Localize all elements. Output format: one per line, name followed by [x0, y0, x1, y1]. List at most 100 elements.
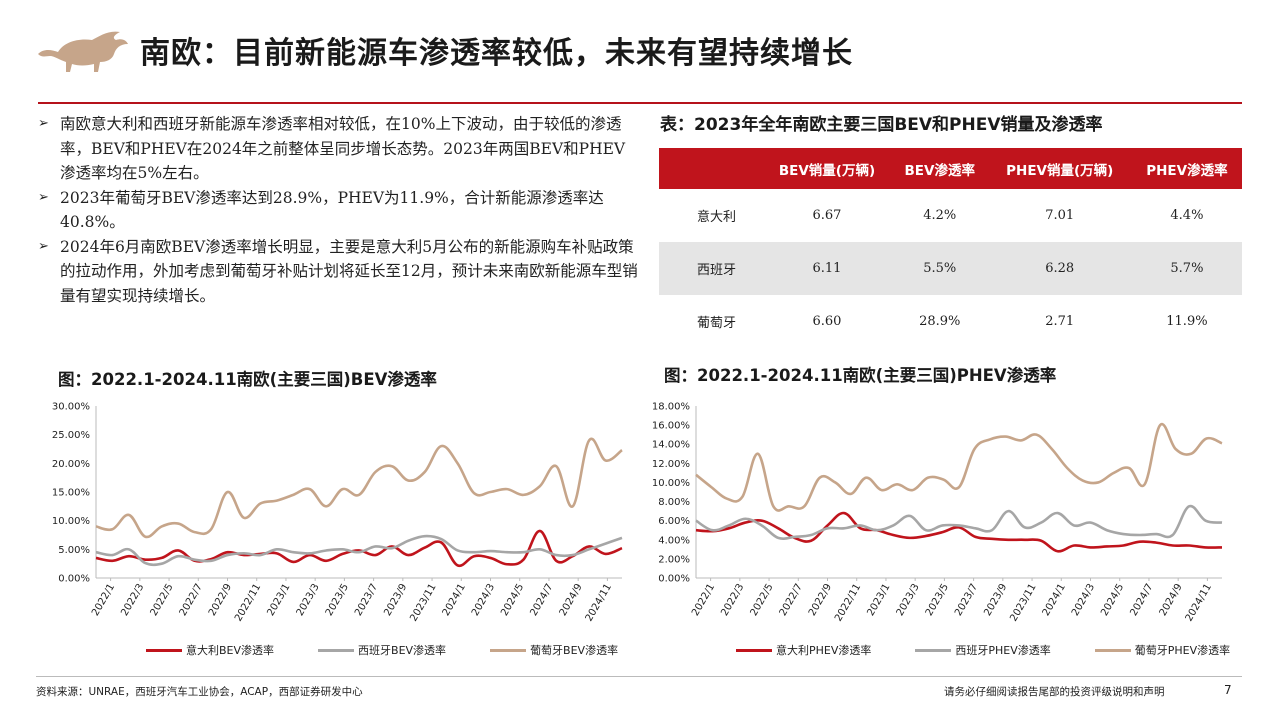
x-tick-label: 2023/7: [353, 582, 380, 618]
legend-swatch: [490, 648, 527, 652]
x-tick-label: 2024/3: [470, 582, 497, 618]
table-cell: 西班牙: [659, 242, 763, 295]
x-tick-label: 2023/1: [865, 582, 892, 618]
bullet-item: ➢ 2024年6月南欧BEV渗透率增长明显，主要是意大利5月公布的新能源购车补贴…: [38, 235, 638, 309]
x-tick-label: 2024/9: [558, 582, 585, 618]
bev-penetration-chart: 0.00% 5.00% 10.00% 15.00% 20.00% 25.00% 30.00%…: [52, 402, 623, 623]
legend-label: 葡萄牙PHEV渗透率: [1134, 644, 1231, 657]
y-tick-label: 25.00%: [52, 430, 90, 441]
table-title: 表：2023年全年南欧主要三国BEV和PHEV销量及渗透率: [660, 115, 1103, 135]
x-tick-label: 2024/1: [1041, 582, 1068, 618]
legend-swatch: [1094, 648, 1131, 652]
y-tick-label: 6.00%: [658, 516, 690, 527]
y-tick-label: 16.00%: [652, 421, 690, 432]
table-cell: 28.9%: [919, 314, 961, 329]
table-cell: 11.9%: [1166, 314, 1208, 329]
bullet-list: ➢ 南欧意大利和西班牙新能源车渗透率相对较低，在10%上下波动，由于较低的渗透率…: [38, 112, 638, 308]
x-tick-label: 2022/11: [833, 582, 863, 623]
bullet-item: ➢ 南欧意大利和西班牙新能源车渗透率相对较低，在10%上下波动，由于较低的渗透率…: [38, 112, 638, 186]
series-line: [95, 437, 623, 539]
legend-label: 意大利PHEV渗透率: [776, 644, 872, 657]
x-tick-label: 2022/1: [90, 582, 117, 618]
table-cell: 6.60: [812, 314, 842, 329]
x-tick-label: 2024/5: [1099, 582, 1126, 618]
x-tick-label: 2024/3: [1070, 582, 1097, 618]
x-tick-label: 2024/7: [528, 582, 555, 618]
series-line: [695, 511, 1223, 553]
x-tick-label: 2022/5: [749, 582, 776, 618]
series-line: [695, 422, 1223, 512]
x-tick-label: 2023/3: [895, 582, 922, 618]
y-tick-label: 2.00%: [658, 554, 690, 565]
bullet-arrow-icon: ➢: [38, 189, 49, 205]
legend-item: 葡萄牙BEV渗透率: [490, 642, 618, 658]
x-tick-label: 2022/3: [719, 582, 746, 618]
legend-swatch: [318, 648, 355, 652]
table-header-cell: [659, 148, 763, 189]
phev-legend: 意大利PHEV渗透率 西班牙PHEV渗透率 葡萄牙PHEV渗透率: [736, 642, 1274, 658]
y-tick-label: 30.00%: [52, 402, 90, 413]
table-header-cell: PHEV渗透率: [1131, 148, 1242, 189]
legend-item: 西班牙PHEV渗透率: [915, 642, 1051, 658]
table-cell: 2.71: [1045, 314, 1075, 329]
y-tick-label: 15.00%: [52, 488, 90, 499]
x-tick-label: 2023/3: [295, 582, 322, 618]
table-cell: 葡萄牙: [697, 316, 737, 331]
footer-divider: [36, 676, 1242, 677]
legend-item: 意大利BEV渗透率: [146, 642, 274, 658]
x-tick-label: 2023/9: [382, 582, 409, 618]
y-tick-label: 8.00%: [658, 497, 690, 508]
table-cell: 6.67: [812, 208, 842, 223]
legend-label: 西班牙PHEV渗透率: [955, 644, 1051, 657]
x-tick-label: 2022/11: [233, 582, 263, 623]
bullet-arrow-icon: ➢: [38, 116, 49, 131]
x-tick-label: 2022/5: [149, 582, 176, 618]
x-tick-label: 2023/5: [924, 582, 951, 618]
legend-label: 西班牙BEV渗透率: [358, 644, 447, 657]
x-tick-label: 2023/9: [982, 582, 1009, 618]
x-tick-label: 2024/1: [441, 582, 468, 618]
page-number: 7: [1224, 683, 1232, 697]
sales-table: BEV销量(万辆) BEV渗透率 PHEV销量(万辆) PHEV渗透率 意大利 …: [659, 148, 1242, 348]
header-divider: [38, 102, 1242, 104]
legend-item: 意大利PHEV渗透率: [736, 642, 871, 658]
legend-item: 西班牙BEV渗透率: [318, 642, 446, 658]
y-tick-label: 14.00%: [652, 440, 690, 451]
y-tick-label: 10.00%: [652, 478, 690, 489]
x-tick-label: 2022/3: [119, 582, 146, 618]
x-tick-label: 2024/11: [1184, 582, 1214, 623]
x-tick-label: 2024/11: [584, 582, 614, 623]
series-line: [95, 529, 623, 568]
bullet-text: 南欧意大利和西班牙新能源车渗透率相对较低，在10%上下波动，由于较低的渗透率，B…: [60, 115, 626, 182]
bullet-text: 2023年葡萄牙BEV渗透率达到28.9%，PHEV为11.9%，合计新能源渗透…: [60, 188, 604, 232]
y-tick-label: 12.00%: [652, 459, 690, 470]
x-tick-label: 2023/11: [1008, 582, 1038, 623]
legend-swatch: [146, 648, 182, 652]
table-cell: 4.2%: [923, 208, 957, 223]
x-tick-label: 2022/1: [690, 582, 717, 618]
y-tick-label: 4.00%: [658, 535, 690, 546]
bullet-text: 2024年6月南欧BEV渗透率增长明显，主要是意大利5月公布的新能源购车补贴政策…: [60, 237, 638, 305]
source-note: 资料来源：UNRAE，西班牙汽车工业协会，ACAP，西部证券研发中心: [36, 686, 363, 698]
y-tick-label: 0.00%: [58, 574, 90, 585]
table-cell: 6.11: [762, 242, 892, 295]
y-tick-label: 0.00%: [658, 574, 690, 585]
table-cell: 5.5%: [891, 242, 988, 295]
table-header-cell: BEV渗透率: [891, 148, 988, 189]
legend-swatch: [915, 648, 952, 652]
y-tick-label: 10.00%: [52, 516, 90, 527]
phev-chart-title: 图：2022.1-2024.11南欧(主要三国)PHEV渗透率: [664, 366, 1057, 385]
table-row: 意大利 6.67 4.2% 7.01 4.4%: [659, 189, 1242, 242]
y-tick-label: 20.00%: [52, 459, 90, 470]
legend-swatch: [736, 648, 772, 652]
x-tick-label: 2022/7: [778, 582, 805, 618]
x-tick-label: 2024/7: [1128, 582, 1155, 618]
series-line: [695, 504, 1223, 540]
y-tick-label: 18.00%: [652, 402, 690, 413]
table-header-cell: BEV销量(万辆): [762, 148, 892, 189]
table-cell: 4.4%: [1170, 208, 1204, 223]
x-tick-label: 2024/9: [1158, 582, 1185, 618]
x-tick-label: 2023/11: [408, 582, 438, 623]
bullet-item: ➢ 2023年葡萄牙BEV渗透率达到28.9%，PHEV为11.9%，合计新能源…: [38, 186, 638, 235]
table-row: 西班牙 6.11 5.5% 6.28 5.7%: [659, 242, 1242, 295]
